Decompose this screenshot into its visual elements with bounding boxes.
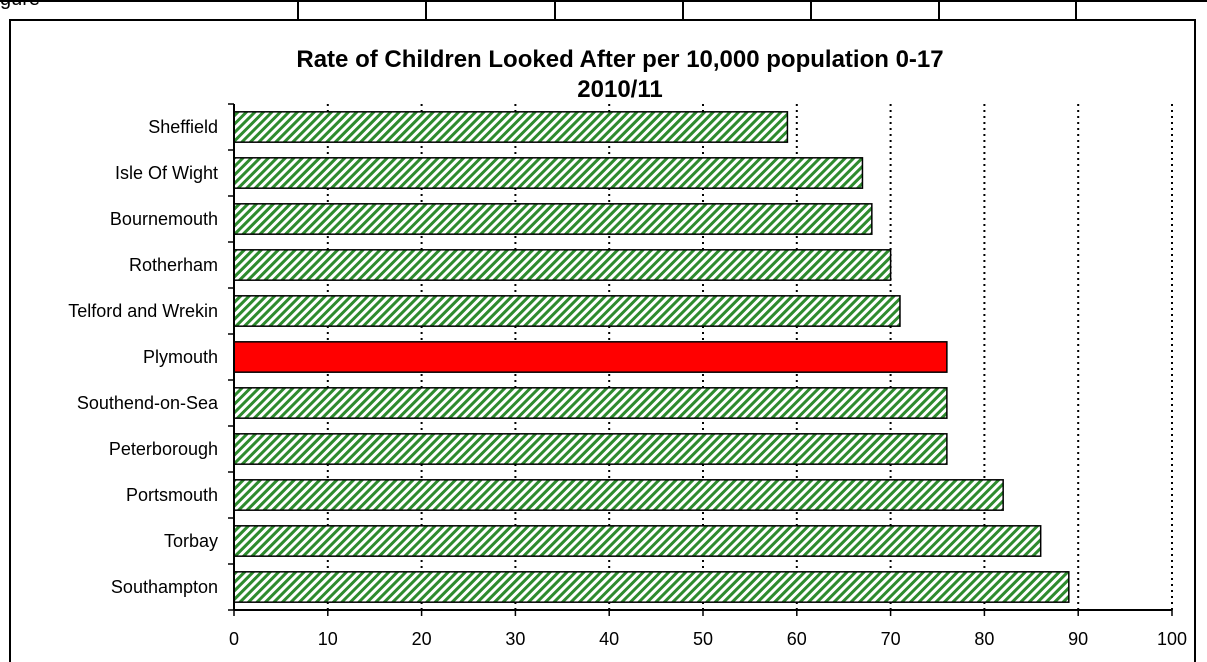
- header-strip-divider: [1075, 0, 1077, 20]
- category-label: Rotherham: [129, 255, 218, 275]
- category-label: Bournemouth: [110, 209, 218, 229]
- bar: [233, 387, 948, 419]
- axis-layer: Sheffield Isle Of Wight Bournemouth Rotherh…: [68, 103, 1187, 649]
- bar: [233, 479, 1004, 511]
- x-tick-label: 80: [974, 629, 994, 649]
- x-tick-label: 100: [1157, 629, 1187, 649]
- header-strip-divider: [682, 0, 684, 20]
- chart-title-line-2: 2010/11: [577, 76, 662, 103]
- bar: [233, 433, 948, 465]
- x-tick-label: 20: [412, 629, 432, 649]
- category-label: Torbay: [164, 531, 218, 551]
- x-tick-label: 30: [505, 629, 525, 649]
- category-label: Isle Of Wight: [115, 163, 218, 183]
- x-tick-label: 90: [1068, 629, 1088, 649]
- bar-layer: [233, 111, 1070, 603]
- header-strip: gure: [0, 0, 1207, 20]
- header-strip-divider: [554, 0, 556, 20]
- chart-title-line-1: Rate of Children Looked After per 10,000…: [296, 46, 943, 73]
- category-label: Southampton: [111, 577, 218, 597]
- bar: [233, 249, 892, 281]
- bar: [233, 571, 1070, 603]
- header-strip-label: gure: [0, 0, 40, 9]
- header-strip-divider: [425, 0, 427, 20]
- x-tick-label: 50: [693, 629, 713, 649]
- category-label: Plymouth: [143, 347, 218, 367]
- x-tick-label: 0: [229, 629, 239, 649]
- category-label: Portsmouth: [126, 485, 218, 505]
- bar: [233, 295, 901, 327]
- category-label: Peterborough: [109, 439, 218, 459]
- bar-highlighted: [233, 341, 948, 373]
- x-tick-label: 60: [787, 629, 807, 649]
- bar: [233, 157, 864, 189]
- category-label: Southend-on-Sea: [77, 393, 219, 413]
- x-tick-label: 70: [881, 629, 901, 649]
- header-strip-line: [0, 0, 1207, 2]
- header-strip-divider: [938, 0, 940, 20]
- bar: [233, 203, 873, 235]
- bar: [233, 525, 1042, 557]
- header-strip-divider: [810, 0, 812, 20]
- category-label: Sheffield: [148, 117, 218, 137]
- category-label: Telford and Wrekin: [68, 301, 218, 321]
- bar: [233, 111, 789, 143]
- x-tick-label: 40: [599, 629, 619, 649]
- header-strip-divider: [297, 0, 299, 20]
- x-tick-label: 10: [318, 629, 338, 649]
